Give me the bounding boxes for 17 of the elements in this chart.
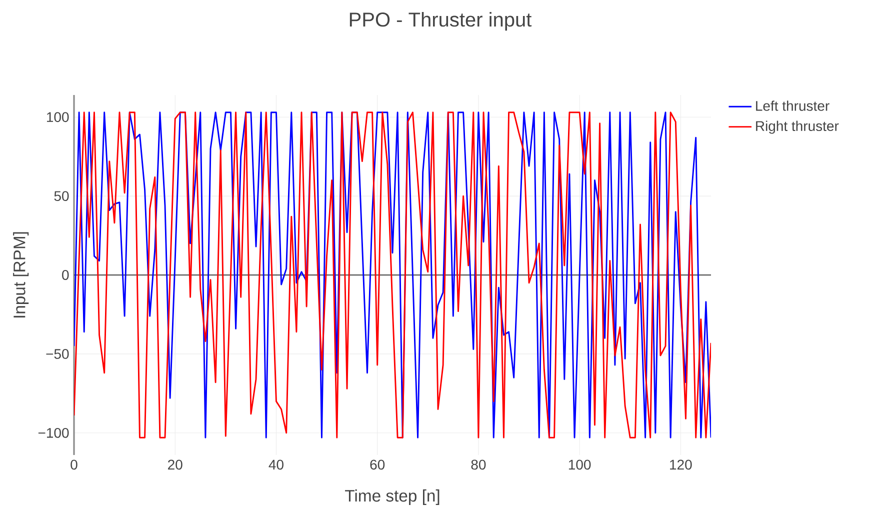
y-tick-label: 100	[47, 112, 69, 122]
legend-label: Right thruster	[756, 120, 839, 134]
y-tick-label: −100	[38, 428, 69, 438]
chart-title: PPO - Thruster input	[350, 12, 532, 31]
x-tick-label: 20	[168, 460, 182, 470]
y-axis-title: Input [RPM]	[13, 232, 29, 318]
legend-label: Left thruster	[756, 100, 830, 111]
x-tick-label: 40	[268, 460, 284, 470]
y-tick-label: 0	[62, 270, 69, 280]
x-tick-label: 60	[370, 460, 385, 470]
x-tick-label: 80	[471, 460, 486, 470]
y-tick-label: −50	[46, 349, 69, 359]
x-tick-label: 0	[70, 460, 78, 470]
x-axis-title: Time step [n]	[345, 489, 440, 505]
x-tick-label: 120	[670, 460, 692, 470]
y-tick-label: 50	[54, 191, 69, 202]
x-tick-label: 100	[568, 460, 591, 470]
